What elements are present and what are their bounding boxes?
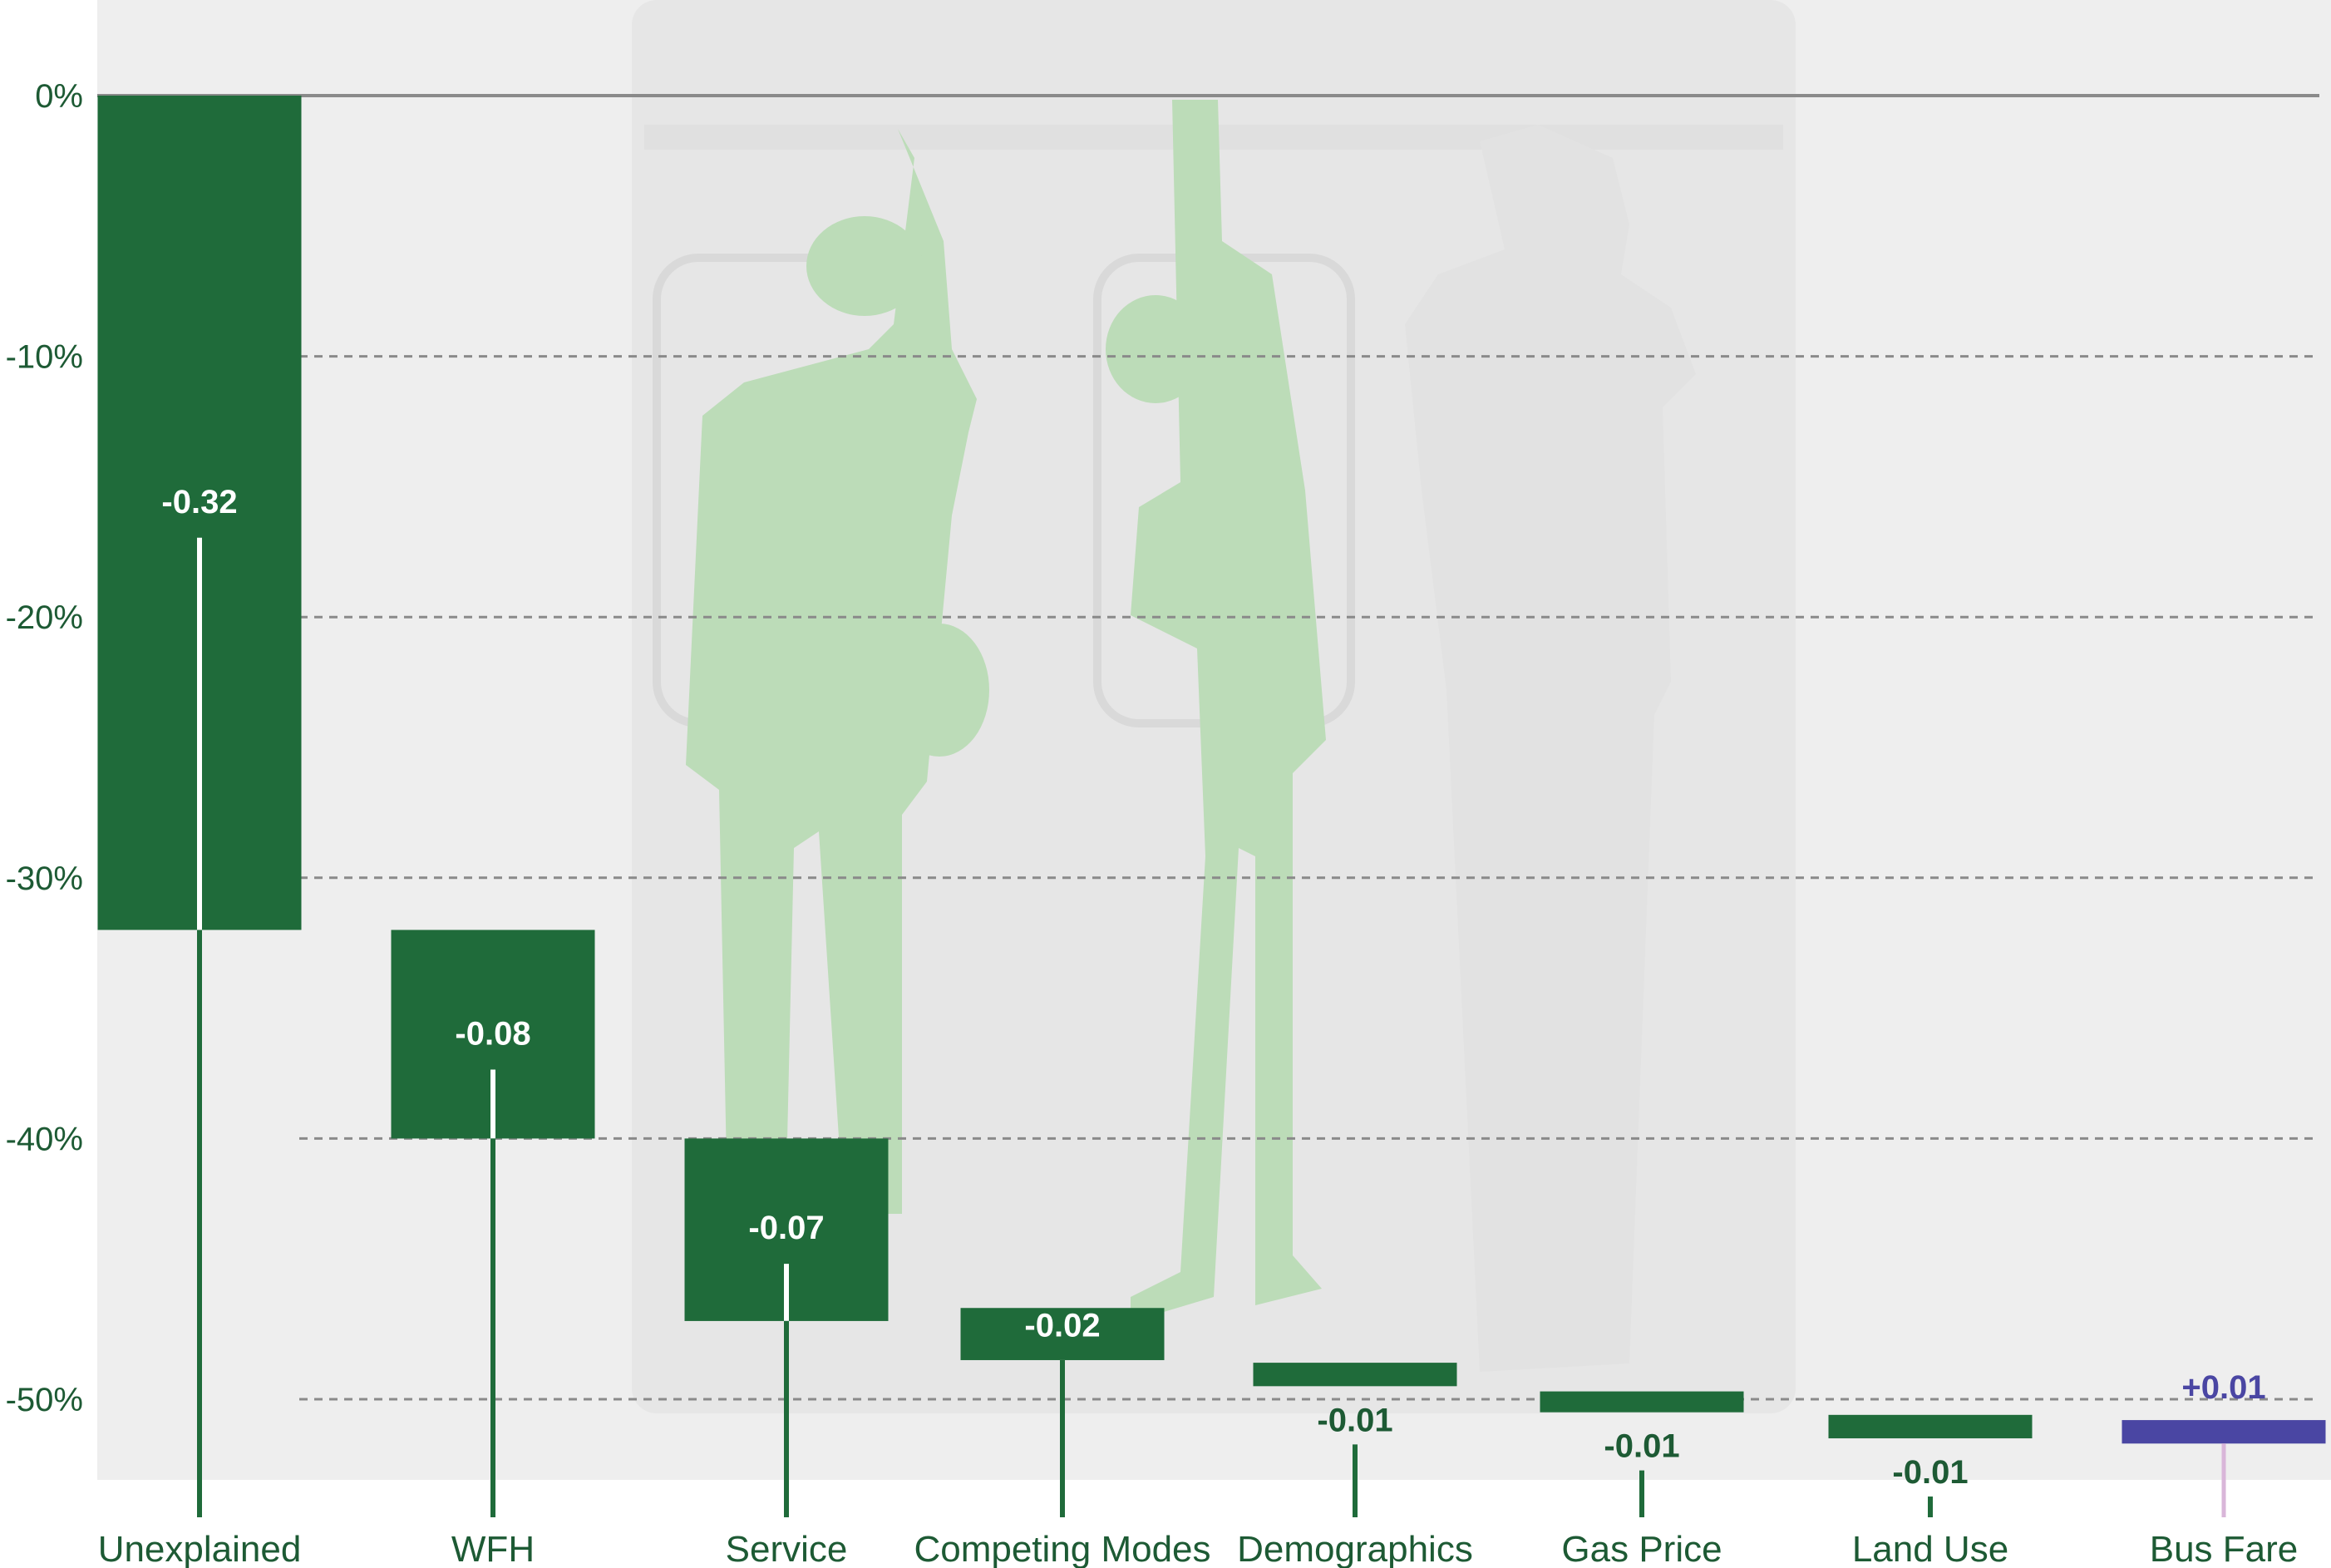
value-label: -0.32 [161,484,237,520]
bar [1253,1363,1457,1387]
category-label: Land Use [1852,1529,2008,1568]
value-label: -0.01 [1604,1428,1679,1465]
background-photo [97,0,2331,1480]
gridlines [97,94,2319,1401]
category-label: Demographics [1237,1529,1473,1568]
value-label: -0.07 [748,1210,824,1246]
value-label: -0.08 [455,1016,530,1053]
bar [1540,1391,1744,1413]
category-label: Competing Modes [914,1529,1210,1568]
category-label: WFH [451,1529,535,1568]
category-label: Bus Fare [2150,1529,2299,1568]
y-tick-label: -40% [6,1121,83,1157]
bar [2122,1420,2326,1444]
y-tick-label: 0% [35,78,83,115]
value-label: -0.02 [1024,1308,1100,1344]
value-label: -0.01 [1892,1454,1968,1491]
y-tick-label: -10% [6,339,83,376]
bar [960,1308,1165,1360]
y-tick-label: -30% [6,860,83,897]
bar [1828,1414,2033,1439]
y-tick-label: -50% [6,1382,83,1418]
value-label: +0.01 [2181,1369,2265,1406]
category-label: Service [726,1529,848,1568]
y-tick-label: -20% [6,599,83,636]
value-label: -0.01 [1317,1402,1392,1438]
category-label: Gas Price [1561,1529,1722,1568]
category-label: Unexplained [98,1529,302,1568]
